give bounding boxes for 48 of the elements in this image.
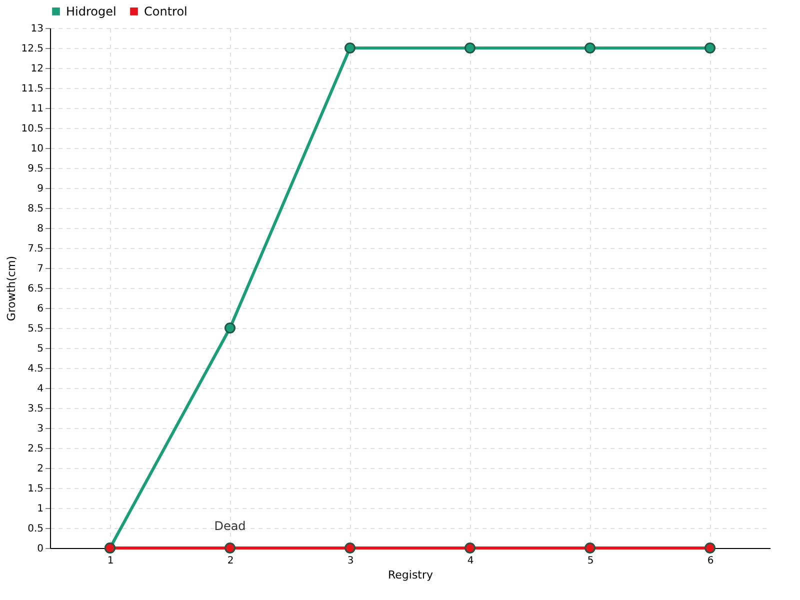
point (464, 42, 476, 54)
y-tick-label: 12.5 (21, 44, 44, 54)
point (344, 42, 356, 54)
legend-label: Control (144, 4, 188, 18)
x-tick-label: 5 (587, 556, 594, 566)
x-tick-label: 6 (707, 556, 714, 566)
y-tick-label: 10 (30, 144, 44, 154)
y-tick-label: 8 (37, 224, 44, 234)
point (224, 322, 236, 334)
y-tick-label: 0 (37, 544, 44, 554)
point (464, 542, 476, 554)
point (584, 542, 596, 554)
y-tick-label: 7.5 (28, 244, 44, 254)
y-tick-label: 8.5 (28, 204, 44, 214)
y-tick-label: 5 (37, 344, 44, 354)
y-tick-label: 12 (30, 64, 44, 74)
x-tick-label: 3 (347, 556, 354, 566)
y-tick-label: 1.5 (28, 484, 44, 494)
y-tick-label: 11.5 (21, 84, 44, 94)
y-tick-label: 3.5 (28, 404, 44, 414)
y-tick-label: 2 (37, 464, 44, 474)
y-tick-label: 4.5 (28, 364, 44, 374)
y-tick-label: 6 (37, 304, 44, 314)
y-tick-label: 0.5 (28, 524, 44, 534)
y-tick-label: 13 (30, 24, 44, 34)
legend-label: Hidrogel (66, 4, 116, 18)
y-axis-title: Growth(cm) (5, 256, 18, 322)
y-tick-label: 9 (37, 184, 44, 194)
y-tick-label: 11 (30, 104, 44, 114)
y-tick-label: 10.5 (21, 124, 44, 134)
x-axis-title: Registry (388, 568, 434, 582)
y-tick-label: 9.5 (28, 164, 44, 174)
y-tick-label: 1 (37, 504, 44, 514)
y-tick-label: 2.5 (28, 444, 44, 454)
point (704, 542, 716, 554)
point (704, 42, 716, 54)
annotation: Dead (214, 519, 246, 533)
point (224, 542, 236, 554)
x-tick-label: 2 (227, 556, 234, 566)
y-tick-label: 6.5 (28, 284, 44, 294)
point (344, 542, 356, 554)
x-tick-label: 4 (467, 556, 474, 566)
y-tick-label: 5.5 (28, 324, 44, 334)
y-tick-label: 4 (37, 384, 44, 394)
y-tick-label: 7 (37, 264, 44, 274)
y-tick-label: 3 (37, 424, 44, 434)
x-tick-label: 1 (107, 556, 114, 566)
point (584, 42, 596, 54)
